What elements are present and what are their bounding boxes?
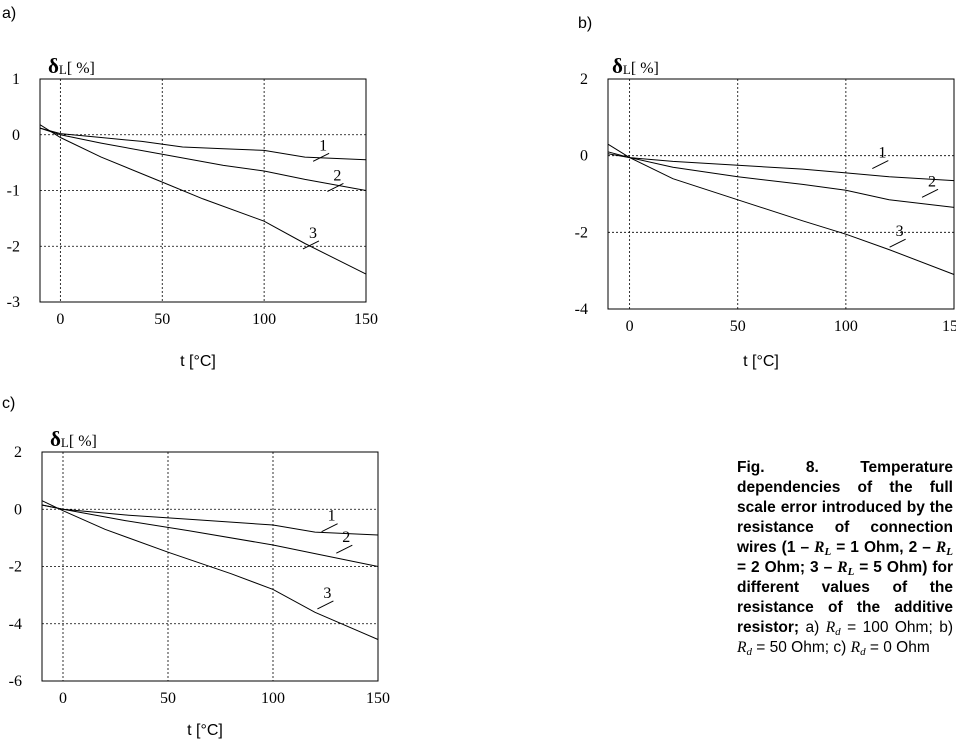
panel-a-series-label-2: 2: [333, 167, 341, 184]
panel-b-series-label-3: 3: [896, 223, 904, 240]
panel-a-x-tick-label: 50: [154, 311, 170, 328]
panel-b-series-label-leader: [889, 238, 906, 248]
panel-b-series-1-line: [607, 153, 955, 182]
panel-b-x-tick-label: 50: [730, 318, 746, 335]
panel-a-series-3-line: [39, 124, 367, 275]
caption-item1: 1 – RL = 1 Ohm,: [786, 539, 904, 558]
panel-a-series-label-leader: [302, 240, 320, 250]
panel-c-y-tick-label: 0: [14, 501, 22, 518]
panel-b: b) 0 50 100 150 2 0 -2 -4 δL[ %] t [°C] 1 2 3: [575, 15, 956, 370]
panel-b-x-tick-label: 100: [834, 318, 858, 335]
panel-a-y-tick-label: 0: [12, 127, 20, 144]
panel-b-label: b): [578, 15, 592, 32]
panel-c-x-tick-label: 150: [366, 690, 390, 707]
panel-c-series-label-leader: [317, 600, 334, 610]
panel-c-x-tick-label: 0: [59, 690, 67, 707]
panel-c-series-2-line: [41, 504, 379, 567]
panel-a-series-2-line: [39, 127, 367, 191]
panel-a-y-tick-label: -3: [7, 294, 20, 311]
panel-a-x-tick-label: 150: [354, 311, 378, 328]
panel-a-series-label-leader: [327, 183, 344, 192]
panel-b-series-3-line: [607, 143, 955, 275]
caption-item2: 2 – RL = 2 Ohm;: [737, 539, 953, 576]
panel-a-y-tick-label: -2: [7, 238, 20, 255]
panel-b-y-tick-label: 0: [580, 148, 588, 165]
panel-c-x-tick-label: 100: [261, 690, 285, 707]
panel-c-series-label-leader: [321, 523, 338, 533]
panel-b-series-label-1: 1: [878, 145, 886, 162]
panel-a-series-1-line: [39, 127, 367, 161]
caption-rd-a: a) Rd = 100 Ohm;: [799, 619, 933, 638]
caption-bold-head: Fig. 8. Temperature dependencies of the …: [737, 459, 953, 556]
panel-b-y-tick-label: -4: [575, 301, 588, 318]
panel-c-x-tick-label: 50: [160, 690, 176, 707]
panel-c-y-tick-label: -2: [9, 559, 22, 576]
panel-a-y-axis-label: δL[ %]: [48, 54, 95, 78]
panel-a-x-tick-label: 100: [252, 311, 276, 328]
panel-b-series-label-leader: [921, 188, 939, 198]
panel-b-y-axis-label: δL[ %]: [612, 54, 659, 78]
panel-c-series-label-1: 1: [328, 508, 336, 525]
panel-b-series-label-leader: [872, 160, 889, 170]
panel-c-y-tick-label: 2: [14, 444, 22, 461]
panel-c-y-tick-label: -4: [9, 616, 22, 633]
panel-a-y-tick-label: -1: [7, 183, 20, 200]
panel-b-x-tick-label: 0: [626, 318, 634, 335]
panel-a-x-axis-label: t [°C]: [180, 353, 216, 370]
panel-b-series-2-line: [607, 151, 955, 208]
panel-c-series-label-3: 3: [323, 585, 331, 602]
caption-item3: 3 – RL = 5 Ohm) for different values of …: [737, 559, 953, 636]
figure-caption: Fig. 8. Temperature dependencies of the …: [737, 458, 953, 658]
panel-a-series-label-1: 1: [319, 137, 327, 154]
panel-a-y-tick-label: 1: [12, 71, 20, 88]
panel-b-series-label-2: 2: [928, 173, 936, 190]
panel-a-x-tick-label: 0: [56, 311, 64, 328]
panel-c-series-3-line: [41, 500, 379, 640]
caption-rd-b: b) Rd = 50 Ohm;: [737, 619, 953, 658]
panel-c-y-axis-label: δL[ %]: [50, 427, 97, 451]
caption-rd-c: c) Rd = 0 Ohm: [829, 639, 930, 658]
panel-c-y-tick-label: -6: [9, 673, 22, 690]
panel-b-plot-frame: [607, 78, 955, 310]
panel-b-x-axis-label: t [°C]: [743, 353, 779, 370]
panel-a-series-label-leader: [312, 152, 330, 162]
panel-a-label: a): [2, 5, 16, 22]
panel-c-series-label-leader: [336, 544, 353, 554]
panel-c-x-axis-label: t [°C]: [187, 722, 223, 739]
panel-b-y-tick-label: -2: [575, 224, 588, 241]
panel-b-x-tick-label: 150: [942, 318, 956, 335]
panel-a-series-label-3: 3: [309, 225, 317, 242]
panel-b-y-tick-label: 2: [580, 71, 588, 88]
panel-c-series-label-2: 2: [342, 529, 350, 546]
panel-c-label: c): [2, 395, 15, 412]
